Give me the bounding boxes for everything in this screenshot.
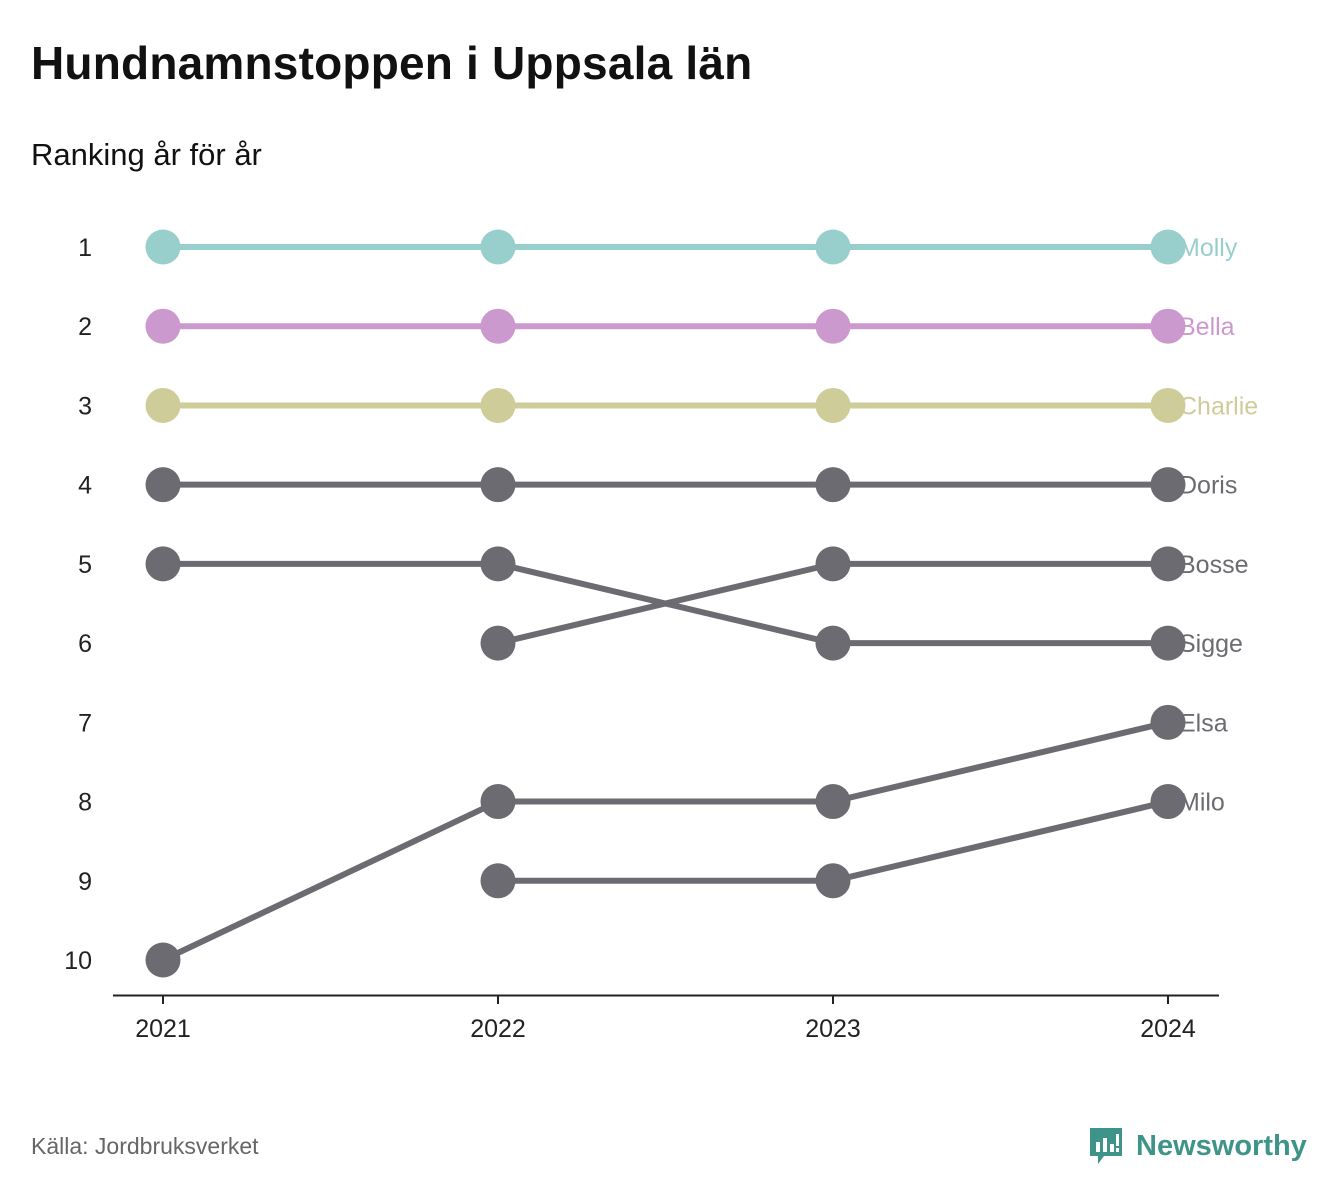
data-point (145, 229, 181, 265)
data-point (480, 546, 516, 582)
data-point (815, 863, 851, 899)
series-doris: Doris (145, 467, 1237, 503)
data-point (145, 942, 181, 978)
series-milo: Milo (480, 784, 1225, 899)
y-tick-label: 8 (78, 789, 92, 817)
data-point (145, 387, 181, 423)
y-tick-label: 4 (78, 472, 92, 500)
series-bosse: Bosse (480, 546, 1248, 661)
data-point (815, 308, 851, 344)
series-end-label: Bosse (1179, 551, 1248, 579)
y-axis-ticks: 1 2 3 4 5 6 7 8 9 10 (64, 234, 92, 975)
data-point (1150, 625, 1186, 661)
data-point (480, 467, 516, 503)
y-tick-label: 1 (78, 234, 92, 262)
chart-subtitle: Ranking år för år (31, 137, 262, 172)
data-point (815, 625, 851, 661)
data-point (1150, 704, 1186, 740)
series-elsa: Elsa (145, 704, 1228, 978)
series-end-label: Doris (1179, 472, 1237, 500)
data-point (815, 546, 851, 582)
data-point (815, 387, 851, 423)
data-point (1150, 467, 1186, 503)
y-tick-label: 9 (78, 868, 92, 896)
series-end-label: Elsa (1179, 709, 1228, 737)
data-point (815, 229, 851, 265)
y-tick-label: 6 (78, 630, 92, 658)
source-note: Källa: Jordbruksverket (31, 1133, 259, 1159)
data-point (480, 308, 516, 344)
y-tick-label: 7 (78, 709, 92, 737)
data-point (145, 467, 181, 503)
data-point (480, 863, 516, 899)
x-tick-label: 2022 (470, 1015, 526, 1043)
data-point (480, 229, 516, 265)
data-point (815, 467, 851, 503)
data-point (1150, 387, 1186, 423)
x-tick-label: 2024 (1140, 1015, 1196, 1043)
series-layer: Milo Elsa Sigge Bosse Doris Charlie Bella Molly (145, 229, 1258, 978)
data-point (145, 546, 181, 582)
y-tick-label: 3 (78, 392, 92, 420)
data-point (480, 387, 516, 423)
data-point (480, 784, 516, 820)
data-point (1150, 784, 1186, 820)
data-point (815, 784, 851, 820)
data-point (1150, 308, 1186, 344)
series-line (160, 719, 1171, 963)
series-end-label: Bella (1179, 313, 1235, 341)
series-bella: Bella (145, 308, 1235, 344)
y-tick-label: 5 (78, 551, 92, 579)
series-end-label: Charlie (1179, 392, 1258, 420)
series-end-label: Molly (1179, 234, 1238, 262)
data-point (1150, 229, 1186, 265)
y-tick-label: 10 (64, 947, 92, 975)
chart-title: Hundnamnstoppen i Uppsala län (31, 37, 753, 89)
series-molly: Molly (145, 229, 1238, 265)
brand-logo: Newsworthy (1088, 1124, 1307, 1168)
data-point (1150, 546, 1186, 582)
series-end-label: Sigge (1179, 630, 1243, 658)
newsworthy-logo-icon (1090, 1128, 1122, 1164)
y-tick-label: 2 (78, 313, 92, 341)
data-point (480, 625, 516, 661)
data-point (145, 308, 181, 344)
x-tick-label: 2023 (805, 1015, 861, 1043)
x-axis: 2021 2022 2023 2024 (113, 994, 1219, 1043)
series-sigge: Sigge (145, 546, 1243, 661)
brand-name: Newsworthy (1136, 1129, 1307, 1162)
x-tick-label: 2021 (135, 1015, 191, 1043)
series-end-label: Milo (1179, 789, 1225, 817)
series-charlie: Charlie (145, 387, 1258, 423)
